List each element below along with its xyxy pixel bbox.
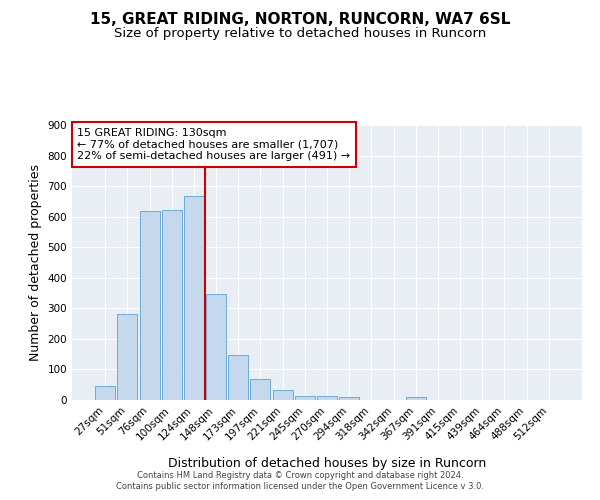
Text: Size of property relative to detached houses in Runcorn: Size of property relative to detached ho… — [114, 28, 486, 40]
Text: 15 GREAT RIDING: 130sqm
← 77% of detached houses are smaller (1,707)
22% of semi: 15 GREAT RIDING: 130sqm ← 77% of detache… — [77, 128, 350, 161]
Bar — [184, 196, 204, 400]
Bar — [295, 396, 315, 400]
Y-axis label: Number of detached properties: Number of detached properties — [29, 164, 42, 361]
Text: Contains public sector information licensed under the Open Government Licence v : Contains public sector information licen… — [116, 482, 484, 491]
Bar — [339, 397, 359, 400]
Bar — [228, 355, 248, 400]
Text: 15, GREAT RIDING, NORTON, RUNCORN, WA7 6SL: 15, GREAT RIDING, NORTON, RUNCORN, WA7 6… — [90, 12, 510, 28]
Bar — [406, 397, 426, 400]
Bar — [250, 379, 271, 400]
Bar — [95, 386, 115, 400]
Bar — [118, 314, 137, 400]
Bar — [162, 210, 182, 400]
Bar — [206, 294, 226, 400]
Text: Distribution of detached houses by size in Runcorn: Distribution of detached houses by size … — [168, 458, 486, 470]
Bar — [317, 396, 337, 400]
Text: Contains HM Land Registry data © Crown copyright and database right 2024.: Contains HM Land Registry data © Crown c… — [137, 471, 463, 480]
Bar — [272, 390, 293, 400]
Bar — [140, 210, 160, 400]
